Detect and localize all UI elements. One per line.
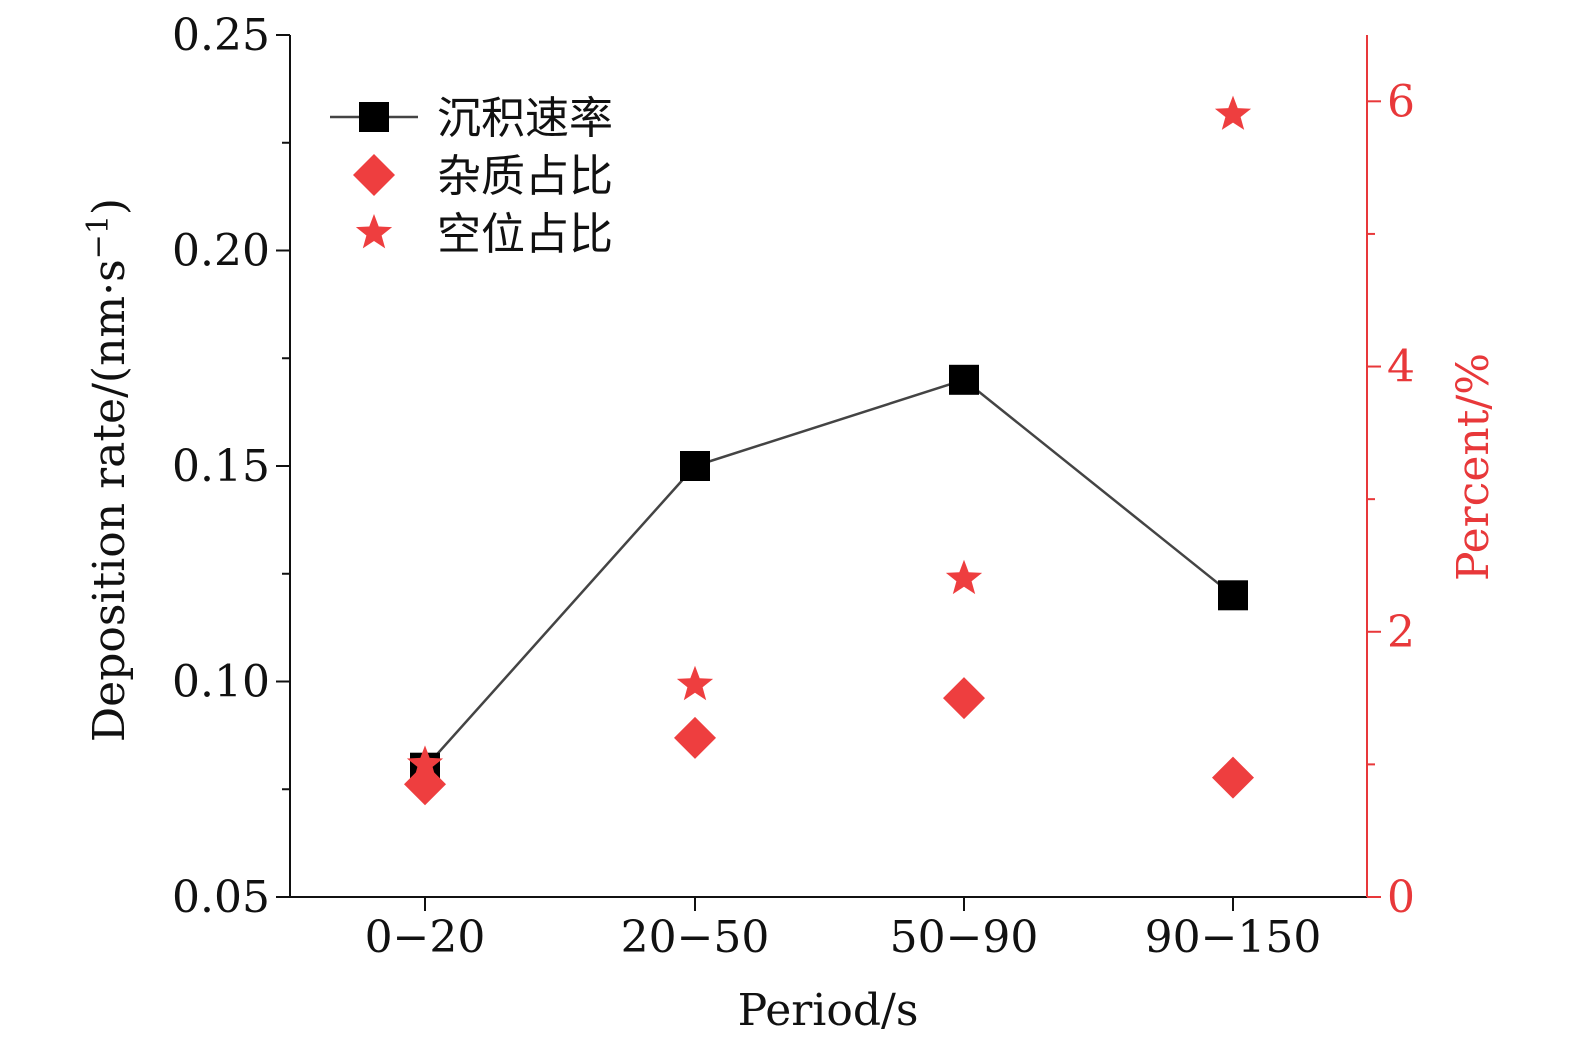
x-tick-label: 0−20: [365, 912, 486, 963]
legend-label: 杂质占比: [437, 151, 613, 202]
data-point-square: [680, 451, 710, 481]
series-line: [424, 378, 1234, 769]
data-point-star: [945, 559, 983, 595]
y2-tick-label: 2: [1387, 607, 1415, 658]
data-point-diamond: [1212, 756, 1254, 799]
y2-tick-label: 4: [1387, 342, 1415, 393]
data-point-square: [949, 364, 979, 395]
legend-marker-star: [355, 214, 393, 249]
y2-tick-label: 0: [1387, 872, 1415, 923]
data-point-star: [1214, 95, 1252, 130]
y-tick-label: 0.20: [172, 226, 270, 277]
y-tick-label: 0.25: [172, 10, 270, 61]
x-tick-label: 90−150: [1145, 912, 1322, 963]
legend-label: 沉积速率: [437, 93, 613, 144]
series: [404, 95, 1254, 806]
data-point-diamond: [943, 677, 985, 720]
x-tick-label: 50−90: [890, 912, 1039, 963]
y2-tick-label: 6: [1387, 76, 1415, 127]
data-point-diamond: [674, 716, 716, 759]
data-point-star: [676, 665, 714, 701]
data-point-star: [406, 745, 444, 780]
data-point-square: [1218, 580, 1248, 611]
y-axis-title-exponent: −1: [81, 215, 116, 259]
y2-axis-title: Percent/%: [1448, 353, 1499, 581]
x-tick-label: 20−50: [621, 912, 770, 963]
x-axis-title: Period/s: [738, 985, 919, 1036]
y-axis-title: Deposition rate/(nm·s−1): [81, 198, 135, 742]
legend-label: 空位占比: [437, 209, 613, 260]
legend-marker-diamond: [353, 154, 395, 196]
y-tick-label: 0.15: [172, 441, 270, 492]
data-point-diamond: [404, 763, 446, 806]
y-tick-label: 0.10: [172, 657, 270, 708]
legend-marker-square: [359, 102, 389, 132]
ticks: 0.05 0.10 0.15 0.20 0.25 0 2 4 6 0−20 20−50 50−90 90…: [172, 10, 1415, 963]
y-axis-title-close: ): [84, 198, 135, 215]
y-axis-title-main: Deposition rate/(nm·s: [84, 259, 135, 742]
y-tick-label: 0.05: [172, 872, 270, 923]
